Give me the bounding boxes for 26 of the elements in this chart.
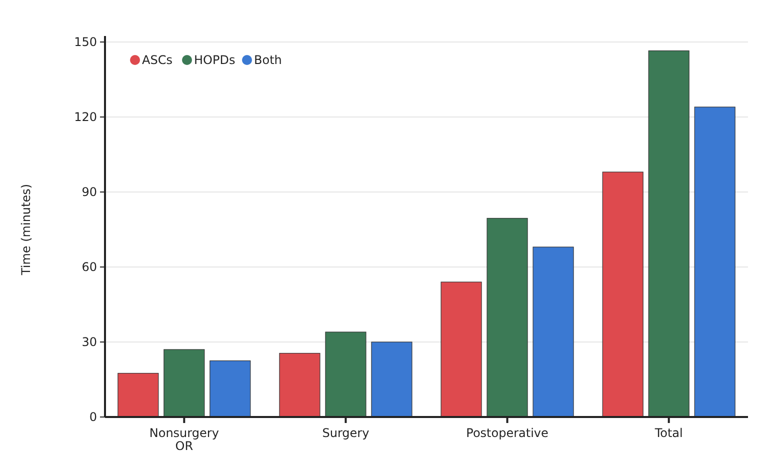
bar: [164, 349, 205, 418]
y-tick-label: 120: [74, 110, 97, 124]
bar: [486, 218, 528, 418]
x-tick-label: Surgery: [322, 426, 370, 440]
x-tick-label: Nonsurgery OR: [149, 426, 219, 453]
y-tick-label: 90: [82, 185, 97, 200]
y-tick-label: 30: [82, 335, 97, 350]
bar: [279, 352, 320, 418]
bar: [118, 372, 159, 418]
bar: [371, 342, 412, 418]
legend-label: HOPDs: [194, 53, 236, 68]
y-tick-label: 150: [74, 35, 97, 50]
y-tick-label: 0: [89, 410, 97, 424]
bar: [648, 50, 690, 418]
x-tick-label: Total: [654, 426, 683, 440]
bar: [440, 282, 482, 418]
bar: [210, 360, 251, 418]
bar: [694, 106, 736, 418]
y-axis-title: Time (minutes): [19, 184, 33, 276]
legend-label: Both: [254, 53, 282, 68]
x-tick-label: Postoperative: [466, 426, 548, 440]
bar: [325, 332, 366, 418]
y-tick-label: 60: [82, 260, 97, 274]
bar: [602, 172, 644, 418]
legend-label: ASCs: [142, 53, 172, 68]
bar: [532, 246, 574, 418]
